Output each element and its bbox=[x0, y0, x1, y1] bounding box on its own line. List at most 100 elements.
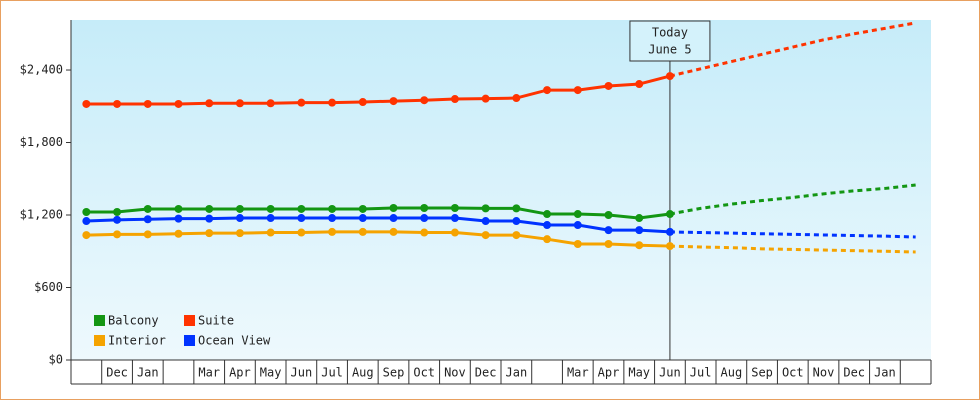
x-tick-label: Jan bbox=[137, 366, 159, 380]
price-point bbox=[266, 99, 275, 108]
today-box bbox=[629, 20, 711, 62]
x-tick-label: Jun bbox=[659, 366, 681, 380]
price-point bbox=[420, 96, 429, 105]
price-point bbox=[512, 94, 521, 103]
price-point bbox=[205, 99, 214, 108]
price-point bbox=[389, 204, 398, 213]
y-tick-label: $0 bbox=[49, 353, 63, 367]
x-tick-label: Nov bbox=[813, 366, 835, 380]
price-line bbox=[86, 206, 671, 220]
today-label: June 5 bbox=[648, 43, 691, 57]
price-point bbox=[174, 229, 183, 238]
price-point bbox=[635, 80, 644, 89]
price-point bbox=[113, 99, 122, 108]
price-point bbox=[604, 226, 613, 235]
price-point bbox=[143, 215, 152, 224]
price-point bbox=[543, 221, 552, 230]
forecast-line bbox=[669, 21, 916, 78]
price-point bbox=[481, 204, 490, 213]
price-point bbox=[358, 214, 367, 223]
legend-label: Ocean View bbox=[198, 334, 271, 348]
x-tick-label: Apr bbox=[598, 366, 620, 380]
x-tick-label: Aug bbox=[721, 366, 743, 380]
price-point bbox=[481, 231, 490, 240]
y-tick-label: $600 bbox=[34, 280, 63, 294]
price-point bbox=[235, 229, 244, 238]
price-point bbox=[573, 240, 582, 249]
legend-swatch bbox=[94, 315, 105, 326]
x-tick-label: Sep bbox=[751, 366, 773, 380]
price-point bbox=[604, 211, 613, 220]
price-point bbox=[665, 210, 674, 219]
price-point bbox=[328, 227, 337, 236]
price-point bbox=[420, 228, 429, 237]
price-point bbox=[82, 231, 91, 240]
price-point bbox=[174, 204, 183, 213]
price-point bbox=[113, 230, 122, 239]
price-point bbox=[113, 215, 122, 224]
price-point bbox=[512, 231, 521, 240]
x-tick-label: Dec bbox=[475, 366, 497, 380]
price-point bbox=[543, 235, 552, 244]
price-point bbox=[235, 204, 244, 213]
price-point bbox=[665, 72, 674, 81]
x-tick-label: Jan bbox=[874, 366, 896, 380]
price-point bbox=[635, 214, 644, 223]
price-point bbox=[450, 95, 459, 104]
price-point bbox=[328, 214, 337, 223]
price-point bbox=[358, 98, 367, 107]
x-tick-label: Oct bbox=[413, 366, 435, 380]
price-point bbox=[389, 227, 398, 236]
price-point bbox=[82, 207, 91, 216]
price-point bbox=[235, 214, 244, 223]
price-point bbox=[543, 86, 552, 95]
price-point bbox=[328, 98, 337, 107]
price-point bbox=[604, 240, 613, 249]
today-label: Today bbox=[652, 26, 688, 40]
x-tick-label: Jul bbox=[690, 366, 712, 380]
price-point bbox=[82, 99, 91, 108]
price-point bbox=[328, 204, 337, 213]
legend-label: Balcony bbox=[108, 314, 159, 328]
price-point bbox=[143, 230, 152, 239]
price-point bbox=[297, 204, 306, 213]
price-point bbox=[174, 99, 183, 108]
price-point bbox=[266, 228, 275, 237]
plot-area bbox=[71, 20, 931, 360]
price-point bbox=[297, 98, 306, 107]
price-line bbox=[86, 74, 671, 106]
price-point bbox=[389, 97, 398, 106]
price-point bbox=[665, 242, 674, 251]
price-line bbox=[86, 230, 670, 248]
price-point bbox=[389, 214, 398, 223]
legend-swatch bbox=[94, 335, 105, 346]
y-tick-label: $2,400 bbox=[20, 63, 63, 77]
price-point bbox=[143, 99, 152, 108]
price-point bbox=[635, 241, 644, 250]
price-point bbox=[450, 204, 459, 213]
x-tick-label: Jun bbox=[291, 366, 313, 380]
legend-label: Suite bbox=[198, 314, 234, 328]
price-point bbox=[174, 214, 183, 223]
price-point bbox=[266, 204, 275, 213]
x-tick-label: Mar bbox=[567, 366, 589, 380]
price-point bbox=[358, 227, 367, 236]
price-point bbox=[573, 210, 582, 219]
x-tick-label: Oct bbox=[782, 366, 804, 380]
legend-swatch bbox=[184, 335, 195, 346]
x-tick-label: May bbox=[260, 366, 282, 380]
price-point bbox=[420, 204, 429, 213]
price-point bbox=[635, 226, 644, 235]
y-tick-label: $1,200 bbox=[20, 208, 63, 222]
x-tick-label: Dec bbox=[843, 366, 865, 380]
price-point bbox=[266, 214, 275, 223]
price-point bbox=[297, 214, 306, 223]
x-tick-label: Mar bbox=[198, 366, 220, 380]
y-tick-label: $1,800 bbox=[20, 135, 63, 149]
x-tick-label: Dec bbox=[106, 366, 128, 380]
price-point bbox=[82, 217, 91, 226]
price-point bbox=[573, 86, 582, 95]
price-point bbox=[297, 228, 306, 237]
